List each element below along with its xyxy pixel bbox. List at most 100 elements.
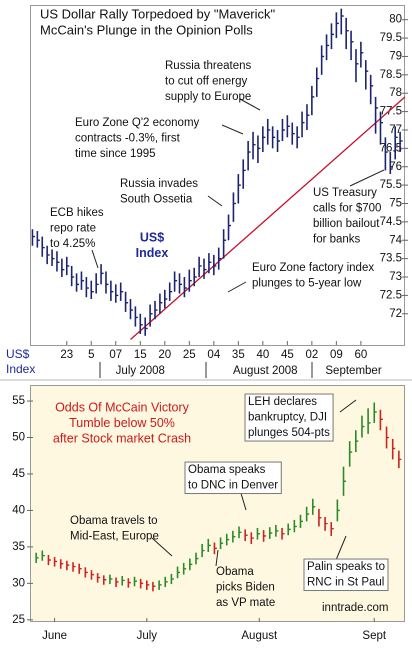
pointer (339, 399, 357, 413)
annotation-text: after Stock market Crash (53, 431, 191, 445)
y-tick-label: 76 (389, 161, 402, 173)
annotation: Russia invades South Ossetia (120, 178, 198, 206)
annotation-text: calls for $700 (313, 203, 381, 215)
annotation-text: to cut off energy (165, 76, 248, 88)
y-tick-label: 75 (389, 198, 402, 210)
y-tick-label: 40 (12, 504, 25, 516)
y-tick-label: 25 (12, 614, 25, 626)
y-tick-label: 30 (12, 577, 25, 589)
annotation-text: Mid-East, Europe (70, 531, 159, 543)
x-tick-label: 09 (330, 349, 343, 361)
annotation-text: plunges 504-pts (248, 427, 330, 439)
y-tick-label: 78.5 (380, 69, 402, 81)
pointer (239, 98, 261, 111)
y-tick-label: 45 (12, 468, 25, 480)
annotation: Obama travels to Mid-East, Europe (70, 515, 159, 543)
pointer (215, 549, 219, 567)
y-tick-label: 73.5 (380, 253, 402, 265)
x-tick-label: August (241, 630, 278, 642)
annotation-text: as VP mate (216, 597, 275, 609)
y-axis-label: US$ (6, 347, 30, 361)
annotation: Obama picks Biden as VP mate (216, 566, 275, 609)
annotation-text: Obama (216, 566, 254, 578)
pointer (335, 535, 347, 561)
x-tick-label: Sept (362, 630, 386, 642)
annotation-text: picks Biden (216, 582, 275, 594)
y-tick-label: 72 (389, 308, 402, 320)
trend-line (130, 96, 406, 340)
annotation-text: US$ (140, 230, 164, 244)
annotation: Euro Zone factory index plunges to 5-year… (252, 262, 374, 290)
x-tick-label: 15 (134, 349, 147, 361)
x-tick-label: 02 (305, 349, 318, 361)
annotation-text: supply to Europe (165, 91, 251, 103)
x-tick-label: June (42, 630, 67, 642)
annotation: US Treasury calls for $700 billion bailout… (313, 187, 381, 246)
chart-title: McCain's Plunge in the Opinion Polls (40, 22, 253, 37)
annotation-text: South Ossetia (120, 194, 193, 206)
annotation-text: Russia invades (120, 178, 198, 190)
pointer (227, 281, 247, 293)
annotation: US$ Index (136, 230, 169, 260)
pointer (151, 537, 173, 557)
y-tick-label: 35 (12, 541, 25, 553)
chart-title: US Dollar Rally Torpedoed by "Maverick" (40, 6, 276, 21)
annotation-box (303, 558, 389, 592)
annotation: Euro Zone Q'2 economy contracts -0.3%, fi… (75, 117, 200, 160)
x-tick-label: 60 (354, 349, 367, 361)
annotation-text: US Treasury (313, 187, 377, 199)
x-tick-label: 07 (109, 349, 122, 361)
annotation-text: Euro Zone factory index (252, 262, 374, 274)
annotation-text: Euro Zone Q'2 economy (75, 117, 200, 129)
annotation-text: ECB hikes (50, 207, 104, 219)
annotation: LEH declares bankruptcy, DJI plunges 504-p… (244, 393, 334, 442)
y-axis-label: Index (6, 362, 35, 376)
annotation-box (244, 393, 334, 442)
x-tick-label: 25 (183, 349, 196, 361)
annotation-text: to DNC in Denver (188, 480, 278, 492)
annotation: Palin speaks to RNC in St Paul (303, 558, 389, 592)
annotation: Odds Of McCain Victory Tumble below 50%af… (53, 400, 191, 445)
annotation-text: Odds Of McCain Victory (55, 400, 190, 414)
y-tick-label: 80 (389, 14, 402, 26)
annotation: Obama speaks to DNC in Denver (184, 461, 282, 495)
x-tick-label: 40 (256, 349, 269, 361)
y-tick-label: 72.5 (380, 289, 402, 301)
annotation: inntrade.com (322, 602, 388, 614)
annotation-box (184, 461, 282, 495)
y-tick-label: 78 (389, 87, 402, 99)
annotation-text: Index (136, 246, 169, 260)
annotation-text: to 4.25% (50, 238, 95, 250)
y-tick-label: 74.5 (380, 216, 402, 228)
pointer (349, 169, 385, 187)
annotation-text: Tumble below 50% (69, 416, 175, 430)
annotation-text: Obama travels to (70, 515, 158, 527)
annotation-text: bankruptcy, DJI (248, 412, 327, 424)
annotation-text: Palin speaks to (307, 561, 385, 573)
annotation: ECB hikes repo rate to 4.25% (50, 207, 104, 250)
annotation-text: Russia threatens (165, 60, 252, 72)
y-tick-label: 79.5 (380, 32, 402, 44)
month-label: September (325, 365, 381, 377)
y-tick-label: 74 (389, 234, 402, 246)
annotation: Russia threatens to cut off energy supply … (165, 60, 252, 103)
x-tick-label: 04 (207, 349, 220, 361)
x-tick-label: July (137, 630, 158, 642)
month-label: July 2008 (116, 365, 165, 377)
y-tick-label: 79 (389, 50, 402, 62)
y-tick-label: 73 (389, 271, 402, 283)
annotation-text: LEH declares (248, 396, 317, 408)
top-plot-frame (30, 5, 405, 346)
y-tick-label: 55 (12, 395, 25, 407)
y-tick-label: 50 (12, 432, 25, 444)
pointer (221, 124, 244, 135)
annotation-text: repo rate (50, 223, 96, 235)
x-tick-label: 35 (232, 349, 245, 361)
annotation-text: contracts -0.3%, first (75, 133, 181, 145)
x-tick-label: 20 (158, 349, 171, 361)
pointer (91, 249, 99, 269)
annotation-text: Obama speaks (188, 464, 266, 476)
annotation-text: RNC in St Paul (307, 577, 384, 589)
annotation-text: time since 1995 (75, 148, 156, 160)
